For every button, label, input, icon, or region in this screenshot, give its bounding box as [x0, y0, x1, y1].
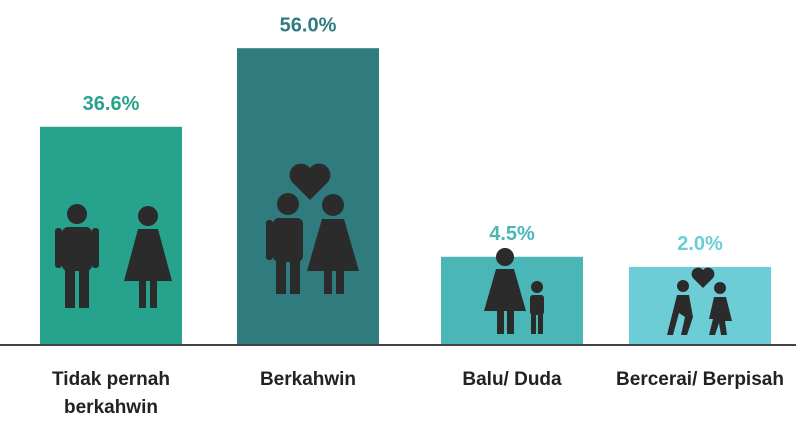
- category-label: Tidak pernah berkahwin: [52, 369, 170, 418]
- category-label: Balu/ Duda: [462, 369, 562, 390]
- value-label: 36.6%: [83, 93, 140, 115]
- category-label: Berkahwin: [259, 369, 357, 390]
- category-label: Bercerai/ Berpisah: [616, 369, 784, 390]
- bars: [40, 48, 771, 346]
- value-label: 56.0%: [280, 14, 337, 36]
- value-label: 4.5%: [489, 223, 535, 245]
- value-label: 2.0%: [677, 233, 723, 255]
- icons: [55, 163, 732, 335]
